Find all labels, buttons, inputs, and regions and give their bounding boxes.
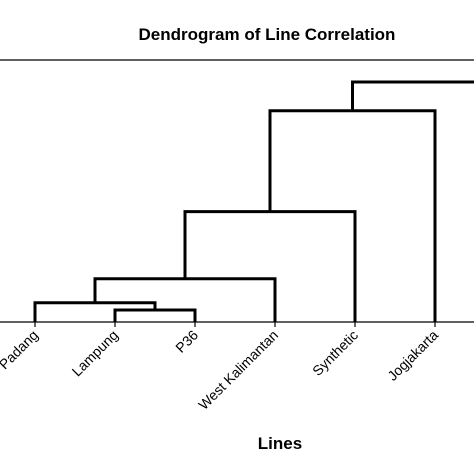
plot-frame (0, 59, 474, 327)
merge-link-5 (351, 80, 474, 111)
dendrogram-links (33, 80, 474, 322)
chart-title: Dendrogram of Line Correlation (139, 25, 396, 44)
merge-path-5 (351, 80, 474, 111)
x-axis-label: Lines (258, 434, 302, 453)
